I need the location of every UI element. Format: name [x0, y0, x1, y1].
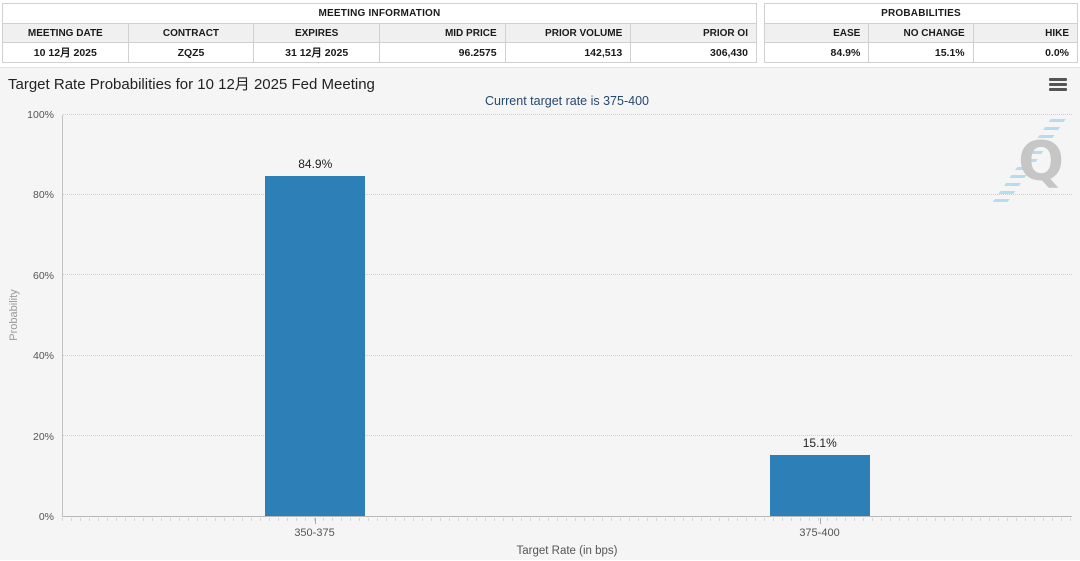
- probabilities-header-row: EASE NO CHANGE HIKE: [763, 23, 1079, 43]
- meeting-info-value-306-430: 306,430: [630, 42, 757, 63]
- probabilities-value-0-0: 0.0%: [972, 42, 1079, 63]
- y-axis-tick-labels: 0% 20% 40% 60% 80% 100%: [0, 109, 57, 523]
- plot-area: Q 84.9% 15.1%: [62, 114, 1072, 517]
- bar-value-label-375-400: 15.1%: [802, 436, 837, 451]
- probabilities-value-row: 84.9% 15.1% 0.0%: [763, 42, 1079, 63]
- quikstrike-watermark-icon: Q: [989, 119, 1066, 207]
- probabilities-col-no-change: NO CHANGE: [868, 23, 974, 43]
- meeting-info-col-meeting-date: MEETING DATE: [2, 23, 129, 43]
- ytick-label-60: 60%: [32, 269, 54, 282]
- summary-tables: MEETING INFORMATION MEETING DATE CONTRACT…: [0, 0, 1080, 67]
- menu-bar: [1049, 78, 1067, 81]
- probabilities-table: PROBABILITIES EASE NO CHANGE HIKE 84.9% 15.…: [763, 3, 1079, 63]
- menu-bar: [1049, 88, 1067, 91]
- meeting-info-value-10-12-2025: 10 12月 2025: [2, 42, 129, 63]
- gridline-100: [63, 114, 1072, 115]
- bar-350-375: [265, 175, 366, 516]
- meeting-information-table: MEETING INFORMATION MEETING DATE CONTRACT…: [2, 3, 757, 63]
- meeting-info-col-prior-oi: PRIOR OI: [630, 23, 757, 43]
- meeting-info-value-row: 10 12月 2025 ZQZ5 31 12月 2025 96.2575 142,513…: [2, 42, 757, 63]
- meeting-info-header-row: MEETING DATE CONTRACT EXPIRES MID PRICE PRIO…: [2, 23, 757, 43]
- x-axis-category-labels: 350-375 375-400: [62, 527, 1072, 541]
- bar-375-400: [769, 455, 870, 516]
- probabilities-col-ease: EASE: [763, 23, 870, 43]
- menu-bar: [1049, 83, 1067, 86]
- probabilities-value-15-1: 15.1%: [868, 42, 974, 63]
- meeting-info-value-96-2575: 96.2575: [378, 42, 506, 63]
- chart-section: Target Rate Probabilities for 10 12月 202…: [0, 67, 1080, 560]
- bar-value-label-350-375: 84.9%: [298, 156, 333, 171]
- x-axis-minor-ticks: [62, 518, 1072, 521]
- x-category-label-350-375: 350-375: [294, 527, 335, 539]
- meeting-info-col-expires: EXPIRES: [253, 23, 380, 43]
- watermark-letter: Q: [1018, 130, 1064, 193]
- meeting-info-col-contract: CONTRACT: [127, 23, 255, 43]
- meeting-info-value-142-513: 142,513: [504, 42, 632, 63]
- hamburger-menu-icon[interactable]: [1049, 78, 1067, 91]
- probabilities-value-84-9: 84.9%: [763, 42, 870, 63]
- x-axis-ticks: [62, 517, 1072, 524]
- probabilities-caption-row: PROBABILITIES: [764, 3, 1078, 24]
- ytick-label-40: 40%: [32, 350, 54, 363]
- probabilities-caption: PROBABILITIES: [764, 3, 1078, 24]
- meeting-info-value-zqz5: ZQZ5: [127, 42, 255, 63]
- ytick-label-80: 80%: [32, 189, 54, 202]
- meeting-info-col-mid-price: MID PRICE: [378, 23, 506, 43]
- x-category-label-375-400: 375-400: [799, 527, 840, 539]
- ytick-label-100: 100%: [27, 109, 54, 121]
- current-target-rate-subtitle: Current target rate is 375-400: [485, 94, 649, 108]
- gridline-40: [63, 354, 1072, 356]
- meeting-info-caption: MEETING INFORMATION: [2, 3, 757, 24]
- chart-title: Target Rate Probabilities for 10 12月 202…: [8, 76, 375, 93]
- gridline-60: [63, 274, 1072, 276]
- ytick-label-20: 20%: [32, 430, 54, 443]
- gridline-20: [63, 434, 1072, 436]
- probabilities-col-hike: HIKE: [972, 23, 1079, 43]
- meeting-info-col-prior-volume: PRIOR VOLUME: [504, 23, 632, 43]
- x-axis-title: Target Rate (in bps): [516, 545, 618, 557]
- meeting-info-caption-row: MEETING INFORMATION: [2, 3, 757, 24]
- gridline-80: [63, 194, 1072, 196]
- x-tick-350-375: [314, 518, 316, 524]
- ytick-label-0: 0%: [38, 511, 54, 523]
- x-tick-375-400: [819, 518, 821, 524]
- meeting-info-value-31-12-2025: 31 12月 2025: [253, 42, 380, 63]
